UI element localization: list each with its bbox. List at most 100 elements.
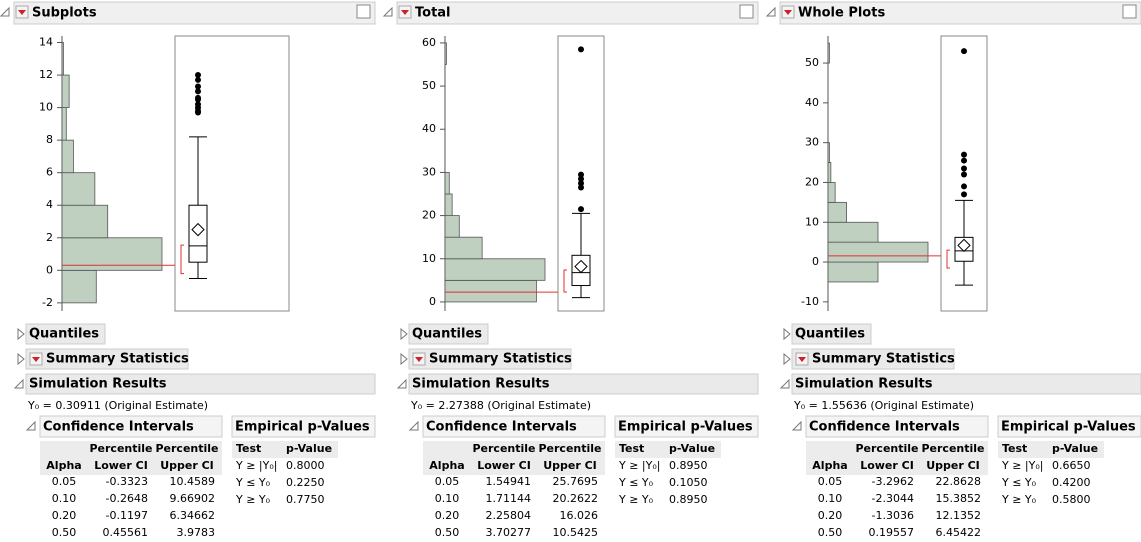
disclosure-open[interactable] — [791, 420, 802, 431]
section-header[interactable] — [408, 373, 759, 395]
shortest-half — [946, 249, 950, 269]
disclosure-open[interactable] — [396, 378, 407, 389]
estimate: Y₀ = 0.30911 (Original Estimate) — [27, 399, 208, 412]
section-header[interactable] — [791, 323, 872, 345]
histogram-bar — [827, 42, 830, 64]
section-title: Simulation Results — [795, 377, 933, 392]
disclosure-closed[interactable] — [783, 327, 791, 341]
y-tick-label: 40 — [422, 122, 436, 135]
menu-arrow[interactable] — [18, 10, 26, 15]
column-header: Upper CI — [543, 459, 597, 472]
disclosure-open[interactable] — [382, 6, 393, 17]
outlier — [578, 180, 584, 187]
outlier — [961, 171, 967, 178]
column-header: Test — [619, 442, 644, 455]
y-tick-label: 12 — [39, 68, 53, 81]
table-title: Empirical p-Values — [235, 420, 370, 435]
column-header-bg — [40, 441, 222, 475]
column-header-bg — [998, 441, 1104, 458]
panel-title: Whole Plots — [798, 6, 885, 21]
disclosure-open[interactable] — [779, 378, 790, 389]
panel-title: Subplots — [32, 6, 97, 21]
section-header[interactable] — [408, 348, 572, 370]
y-tick-label: 14 — [39, 36, 53, 49]
column-header: p-Value — [669, 442, 715, 455]
column-header: Lower CI — [860, 459, 914, 472]
column-header: Percentile — [921, 442, 984, 455]
outlier — [578, 175, 584, 182]
table-cell: 22.8628 — [936, 475, 982, 488]
estimate: Y₀ = 1.55636 (Original Estimate) — [793, 399, 974, 412]
table-cell: -3.2962 — [872, 475, 914, 488]
table-cell: 12.1352 — [936, 509, 982, 522]
column-header-bg — [232, 441, 338, 458]
mean-diamond — [574, 259, 588, 274]
section-header[interactable] — [791, 348, 955, 370]
disclosure-open[interactable] — [13, 378, 24, 389]
section-header[interactable] — [25, 323, 106, 345]
table-cell: 0.50 — [435, 526, 460, 539]
section-header[interactable] — [408, 323, 489, 345]
y-tick-label: -2 — [42, 296, 53, 309]
histogram-bar — [444, 42, 447, 65]
table-header[interactable] — [614, 415, 759, 438]
table-cell: 10.5425 — [553, 526, 599, 539]
histogram-bar — [61, 107, 67, 141]
options-icon[interactable] — [739, 4, 754, 19]
disclosure-closed[interactable] — [17, 352, 25, 366]
section-header[interactable] — [25, 348, 189, 370]
table-header[interactable] — [805, 415, 989, 438]
column-header: Percentile — [155, 442, 218, 455]
box — [954, 236, 974, 262]
y-tick-label: 10 — [422, 252, 436, 265]
outlier — [578, 184, 584, 191]
histogram-bar — [827, 241, 929, 263]
table-cell: 3.9783 — [177, 526, 216, 539]
table-cell: 1.71144 — [486, 492, 532, 505]
box — [571, 254, 591, 287]
table-header[interactable] — [997, 415, 1141, 438]
section-header[interactable] — [25, 373, 376, 395]
disclosure-open[interactable] — [408, 420, 419, 431]
y-tick-label: 50 — [805, 56, 819, 69]
table-header[interactable] — [39, 415, 223, 438]
table-cell: 10.4589 — [170, 475, 216, 488]
table-cell: 0.5800 — [1052, 493, 1091, 506]
outlier — [195, 101, 201, 108]
y-tick-label: 30 — [422, 165, 436, 178]
disclosure-closed[interactable] — [783, 352, 791, 366]
section-header[interactable] — [791, 373, 1141, 395]
options-icon[interactable] — [1122, 4, 1137, 19]
menu-arrow[interactable] — [798, 357, 806, 362]
disclosure-open[interactable] — [25, 420, 36, 431]
disclosure-closed[interactable] — [400, 352, 408, 366]
table-cell: Y ≤ Y₀ — [235, 476, 271, 489]
menu-arrow[interactable] — [784, 10, 792, 15]
outlier — [578, 171, 584, 178]
table-header[interactable] — [422, 415, 606, 438]
menu-arrow[interactable] — [32, 357, 40, 362]
table-header[interactable] — [231, 415, 376, 438]
table-cell: 16.026 — [560, 509, 599, 522]
menu-arrow[interactable] — [401, 10, 409, 15]
table-cell: 0.50 — [818, 526, 843, 539]
column-header: p-Value — [1052, 442, 1098, 455]
histogram-bar — [61, 172, 96, 206]
table-cell: 0.4200 — [1052, 476, 1091, 489]
disclosure-closed[interactable] — [400, 327, 408, 341]
disclosure-open[interactable] — [0, 6, 10, 17]
table-cell: 6.34662 — [170, 509, 216, 522]
table-cell: 2.25804 — [486, 509, 532, 522]
table-title: Empirical p-Values — [1001, 420, 1136, 435]
options-icon[interactable] — [356, 4, 371, 19]
disclosure-open[interactable] — [765, 6, 776, 17]
menu-arrow[interactable] — [415, 357, 423, 362]
histogram-bar — [444, 172, 450, 195]
y-tick-label: 0 — [429, 295, 436, 308]
shortest-half — [180, 244, 184, 275]
table-cell: 0.1050 — [669, 476, 708, 489]
table-cell: Y ≥ Y₀ — [235, 493, 271, 506]
outlier — [961, 191, 967, 198]
disclosure-closed[interactable] — [17, 327, 25, 341]
